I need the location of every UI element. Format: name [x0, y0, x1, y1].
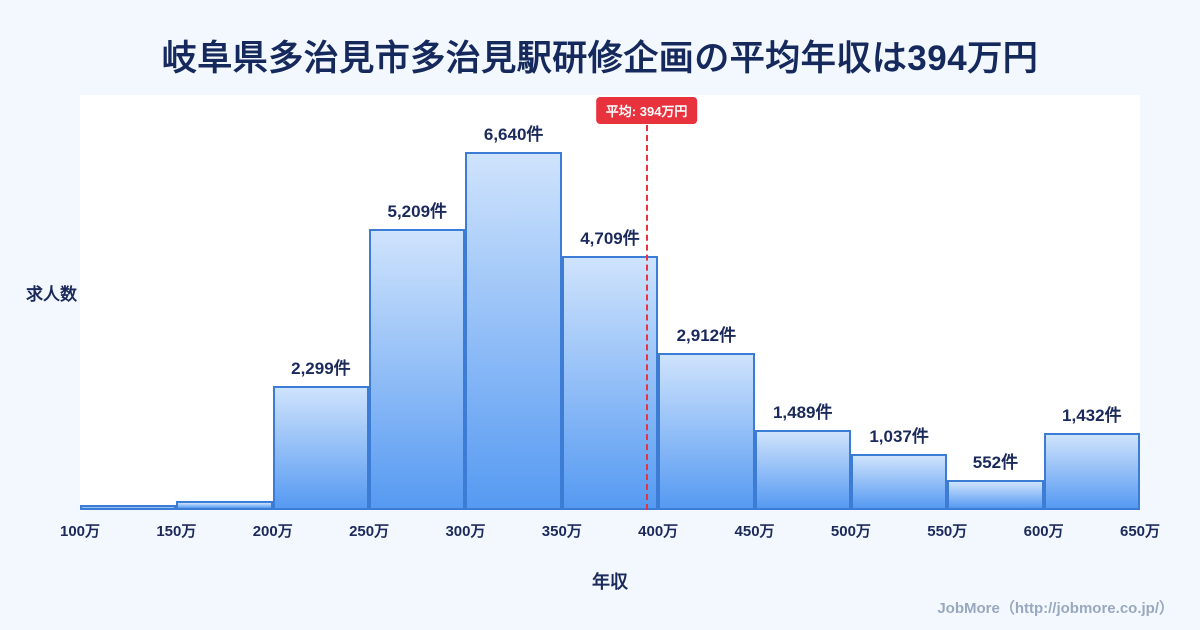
bar-value-label: 1,432件	[1062, 406, 1122, 425]
bar-value-label: 5,209件	[387, 202, 448, 221]
bar-value-label: 4,709件	[580, 229, 640, 248]
histogram-bar	[850, 454, 948, 510]
average-badge: 平均: 394万円	[595, 97, 698, 124]
histogram-bar	[947, 480, 1044, 510]
histogram-bar	[272, 386, 370, 510]
average-line	[645, 125, 648, 510]
x-tick-label: 650万	[1119, 523, 1161, 540]
histogram-bar	[369, 229, 466, 510]
bar-value-label: 552件	[972, 453, 1019, 472]
y-axis-label: 求人数	[26, 285, 77, 304]
bar-value-label: 1,037件	[869, 427, 929, 446]
attribution-watermark: JobMore（http://jobmore.co.jp/）	[937, 600, 1174, 617]
x-tick-label: 400万	[638, 523, 679, 540]
x-tick-label: 450万	[734, 523, 775, 540]
bar-value-label: 2,912件	[676, 326, 737, 345]
bar-value-label: 2,299件	[291, 359, 351, 378]
x-tick-label: 150万	[156, 523, 197, 540]
x-tick-label: 500万	[830, 523, 871, 540]
histogram-bar	[754, 430, 851, 510]
histogram-bar	[1043, 433, 1140, 510]
x-tick-label: 200万	[252, 523, 293, 540]
page-title: 岐阜県多治見市多治見駅研修企画の平均年収は394万円	[161, 39, 1039, 78]
histogram-bar	[176, 501, 273, 510]
x-axis-label: 年収	[592, 572, 628, 592]
bar-value-label: 6,640件	[483, 125, 544, 144]
x-tick-label: 300万	[445, 523, 486, 540]
histogram-bar	[80, 505, 177, 510]
histogram-bar	[465, 152, 562, 510]
histogram-bar	[658, 353, 755, 510]
x-tick-label: 600万	[1023, 523, 1064, 540]
x-tick-label: 550万	[927, 523, 968, 540]
x-tick-label: 350万	[541, 523, 582, 540]
plot-area: 平均: 394万円 2,299件 5,209件 6,640件 4,709件 2,912件…	[80, 95, 1140, 510]
histogram-bar	[561, 256, 659, 510]
x-tick-label: 100万	[59, 523, 101, 540]
x-axis-ticks: 100万 150万 200万 250万 300万 350万 400万 450万 500万 550万…	[60, 510, 1160, 550]
bar-value-label: 1,489件	[772, 403, 833, 422]
x-tick-label: 250万	[349, 523, 390, 540]
salary-histogram-chart: 求人数 平均: 394万円 2,299件 5,209件 6,640件 4,709件 2,…	[26, 95, 1160, 594]
